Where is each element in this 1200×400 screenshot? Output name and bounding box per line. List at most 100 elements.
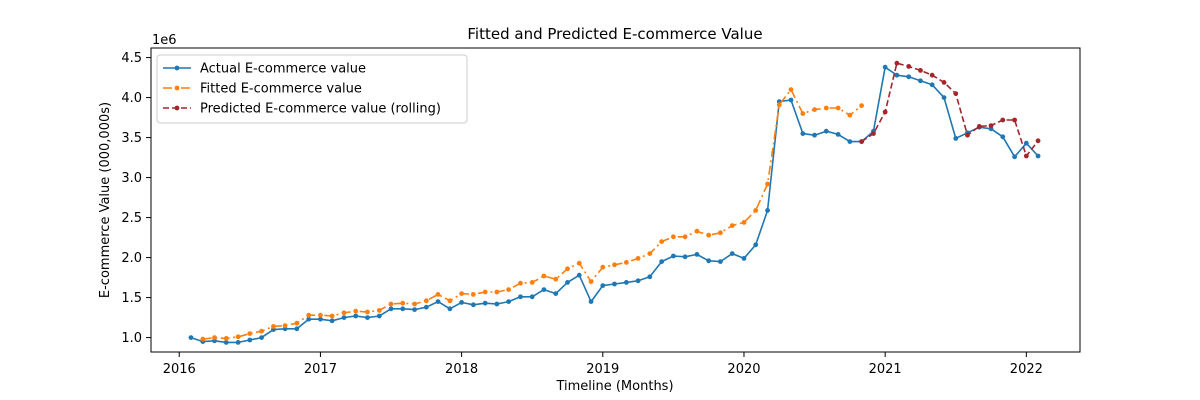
- y-tick-label: 2.5: [121, 211, 142, 226]
- data-point: [388, 301, 394, 307]
- data-point: [576, 272, 582, 278]
- data-point: [871, 131, 876, 137]
- data-point: [306, 312, 312, 318]
- legend-label: Fitted E-commerce value: [200, 82, 362, 97]
- data-point: [929, 72, 935, 78]
- data-point: [212, 335, 217, 340]
- data-point: [682, 234, 688, 240]
- y-axis-title: E-commerce Value (000,000s): [98, 102, 113, 298]
- data-point: [329, 318, 335, 324]
- data-point: [894, 72, 900, 78]
- data-point: [776, 102, 782, 108]
- data-point: [412, 301, 417, 307]
- data-point: [518, 294, 523, 300]
- data-point: [518, 280, 523, 286]
- x-tick-label: 2020: [727, 362, 760, 377]
- series-0: [188, 64, 1041, 345]
- data-point: [447, 298, 453, 304]
- data-point: [188, 335, 194, 340]
- data-point: [694, 252, 700, 257]
- data-point: [541, 273, 547, 279]
- data-point: [600, 264, 606, 270]
- data-point: [659, 239, 665, 245]
- data-point: [565, 280, 570, 285]
- x-tick-label: 2019: [586, 362, 619, 377]
- data-point: [859, 139, 864, 145]
- data-point: [741, 256, 747, 261]
- y-axis-ticks: 1.0 1.5 2.0 2.5 3.0 3.5 4.0 4.5: [121, 51, 151, 346]
- data-point: [906, 74, 912, 80]
- data-point: [765, 181, 770, 187]
- x-tick-label: 2016: [163, 362, 196, 377]
- data-point: [506, 287, 512, 292]
- series-line: [861, 62, 1039, 157]
- data-point: [223, 336, 229, 341]
- data-point: [423, 304, 429, 310]
- data-point: [318, 316, 323, 322]
- data-point: [988, 123, 994, 128]
- data-point: [576, 260, 582, 266]
- data-point: [788, 97, 794, 103]
- data-point: [482, 300, 488, 306]
- data-point: [494, 289, 500, 295]
- data-point: [494, 301, 500, 307]
- data-point: [812, 107, 817, 112]
- data-point: [341, 310, 347, 316]
- legend-swatch-marker: [174, 65, 180, 71]
- data-point: [835, 105, 841, 111]
- data-point: [282, 323, 288, 328]
- data-point: [341, 315, 347, 320]
- y-tick-label: 1.5: [121, 291, 142, 306]
- y-tick-label: 3.5: [121, 131, 142, 146]
- x-axis-title: Timeline (Months): [555, 379, 673, 394]
- x-tick-label: 2017: [304, 362, 337, 377]
- data-point: [470, 302, 476, 308]
- data-point: [588, 279, 594, 284]
- data-point: [376, 308, 382, 313]
- data-point: [200, 336, 206, 342]
- data-point: [506, 299, 512, 304]
- data-point: [823, 105, 829, 111]
- data-point: [800, 111, 806, 116]
- data-point: [553, 276, 559, 282]
- data-point: [529, 280, 535, 285]
- y-tick-label: 4.0: [121, 91, 142, 106]
- data-point: [753, 208, 759, 213]
- data-point: [423, 298, 429, 304]
- legend-swatch-marker: [174, 105, 180, 111]
- data-point: [847, 112, 853, 118]
- data-point: [953, 136, 959, 141]
- data-point: [965, 132, 970, 138]
- legend: Actual E-commerce value Fitted E-commerce…: [156, 54, 468, 124]
- data-point: [882, 64, 888, 70]
- data-point: [718, 259, 723, 264]
- data-point: [235, 340, 241, 345]
- data-point: [800, 131, 806, 137]
- data-point: [835, 132, 841, 137]
- data-point: [1023, 153, 1029, 159]
- data-point: [329, 313, 335, 319]
- axes-frame: [150, 47, 1081, 353]
- data-point: [223, 340, 229, 345]
- data-point: [976, 124, 982, 129]
- data-point: [376, 313, 382, 319]
- data-point: [929, 82, 935, 88]
- data-point: [565, 266, 570, 272]
- data-point: [729, 223, 735, 229]
- data-point: [259, 335, 264, 340]
- data-point: [670, 234, 676, 240]
- data-point: [847, 139, 853, 145]
- data-point: [882, 109, 888, 115]
- x-tick-label: 2022: [1010, 362, 1043, 377]
- data-point: [753, 242, 759, 248]
- series-2: [859, 60, 1041, 159]
- data-point: [647, 274, 653, 280]
- legend-label: Predicted E-commerce value (rolling): [200, 102, 441, 117]
- y-tick-label: 4.5: [121, 51, 142, 66]
- data-point: [765, 208, 770, 213]
- data-point: [235, 334, 241, 340]
- data-point: [1023, 140, 1029, 146]
- data-point: [1035, 153, 1041, 159]
- x-tick-label: 2018: [445, 362, 478, 377]
- legend-label: Actual E-commerce value: [200, 62, 366, 77]
